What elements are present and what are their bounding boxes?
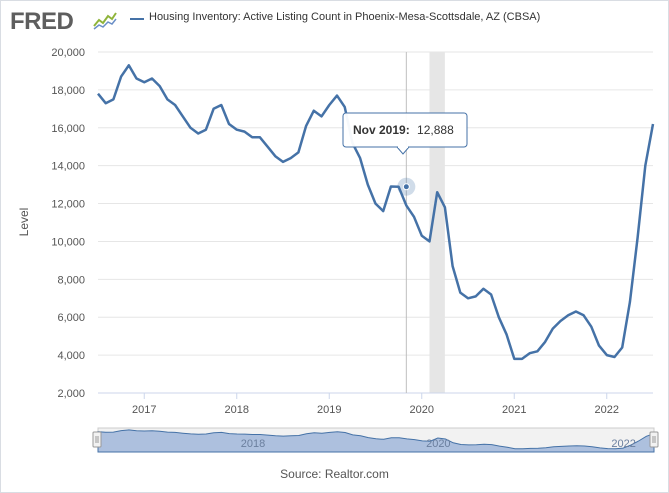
tooltip: Nov 2019: 12,888 bbox=[342, 112, 468, 155]
navigator-year-label: 2022 bbox=[611, 438, 635, 450]
navigator-handle-right[interactable] bbox=[649, 431, 659, 448]
y-axis: 2,000 4,000 6,000 8,000 10,000 12,000 14,000 16… bbox=[51, 47, 85, 400]
tooltip-pointer-mask bbox=[398, 146, 408, 148]
navigator-year-label: 2020 bbox=[426, 438, 450, 450]
gridlines bbox=[98, 51, 653, 394]
line-chart: 2,000 4,000 6,000 8,000 10,000 12,000 14,000 16… bbox=[17, 47, 659, 453]
highlight-point[interactable] bbox=[397, 177, 416, 196]
x-tick-label: 2018 bbox=[225, 404, 249, 416]
legend-series-title[interactable]: Housing Inventory: Active Listing Count … bbox=[149, 11, 541, 23]
chart-squiggle-icon bbox=[93, 10, 117, 30]
legend-swatch bbox=[130, 18, 144, 20]
navigator-area bbox=[97, 429, 655, 453]
y-tick-label: 8,000 bbox=[57, 274, 85, 286]
x-tick-label: 2019 bbox=[317, 404, 341, 416]
series-line[interactable] bbox=[97, 64, 655, 361]
y-tick-label: 20,000 bbox=[51, 47, 85, 59]
chart-header: FRED Housing Inventory: Active Listing C… bbox=[1, 1, 668, 37]
x-tick-label: 2021 bbox=[502, 404, 526, 416]
y-tick-label: 6,000 bbox=[57, 312, 85, 324]
navigator-year-label: 2018 bbox=[241, 438, 265, 450]
fred-logo[interactable]: FRED bbox=[10, 8, 74, 35]
navigator-handle-left[interactable] bbox=[92, 431, 102, 448]
y-axis-label: Level bbox=[17, 208, 31, 237]
y-tick-label: 16,000 bbox=[51, 123, 85, 135]
y-tick-label: 18,000 bbox=[51, 85, 85, 97]
navigator-labels: 2018 2020 2022 bbox=[241, 438, 636, 450]
y-tick-label: 10,000 bbox=[51, 236, 85, 248]
range-navigator[interactable]: 2018 2020 2022 bbox=[92, 427, 659, 453]
y-tick-label: 12,000 bbox=[51, 199, 85, 211]
x-tick-label: 2022 bbox=[595, 404, 619, 416]
tooltip-pointer bbox=[396, 146, 410, 155]
y-tick-label: 2,000 bbox=[57, 388, 85, 400]
tooltip-label: Nov 2019: bbox=[353, 123, 410, 137]
y-tick-label: 14,000 bbox=[51, 161, 85, 173]
svg-text:Nov 2019: 12,888: Nov 2019: 12,888 bbox=[353, 123, 454, 137]
x-tick-label: 2020 bbox=[410, 404, 434, 416]
tooltip-value: 12,888 bbox=[417, 123, 454, 137]
y-tick-label: 4,000 bbox=[57, 350, 85, 362]
x-axis: 2017 2018 2019 2020 2021 2022 bbox=[98, 392, 653, 416]
highlight-marker[interactable] bbox=[402, 183, 410, 191]
x-tick-label: 2017 bbox=[132, 404, 156, 416]
source-note[interactable]: Source: Realtor.com bbox=[280, 467, 389, 481]
